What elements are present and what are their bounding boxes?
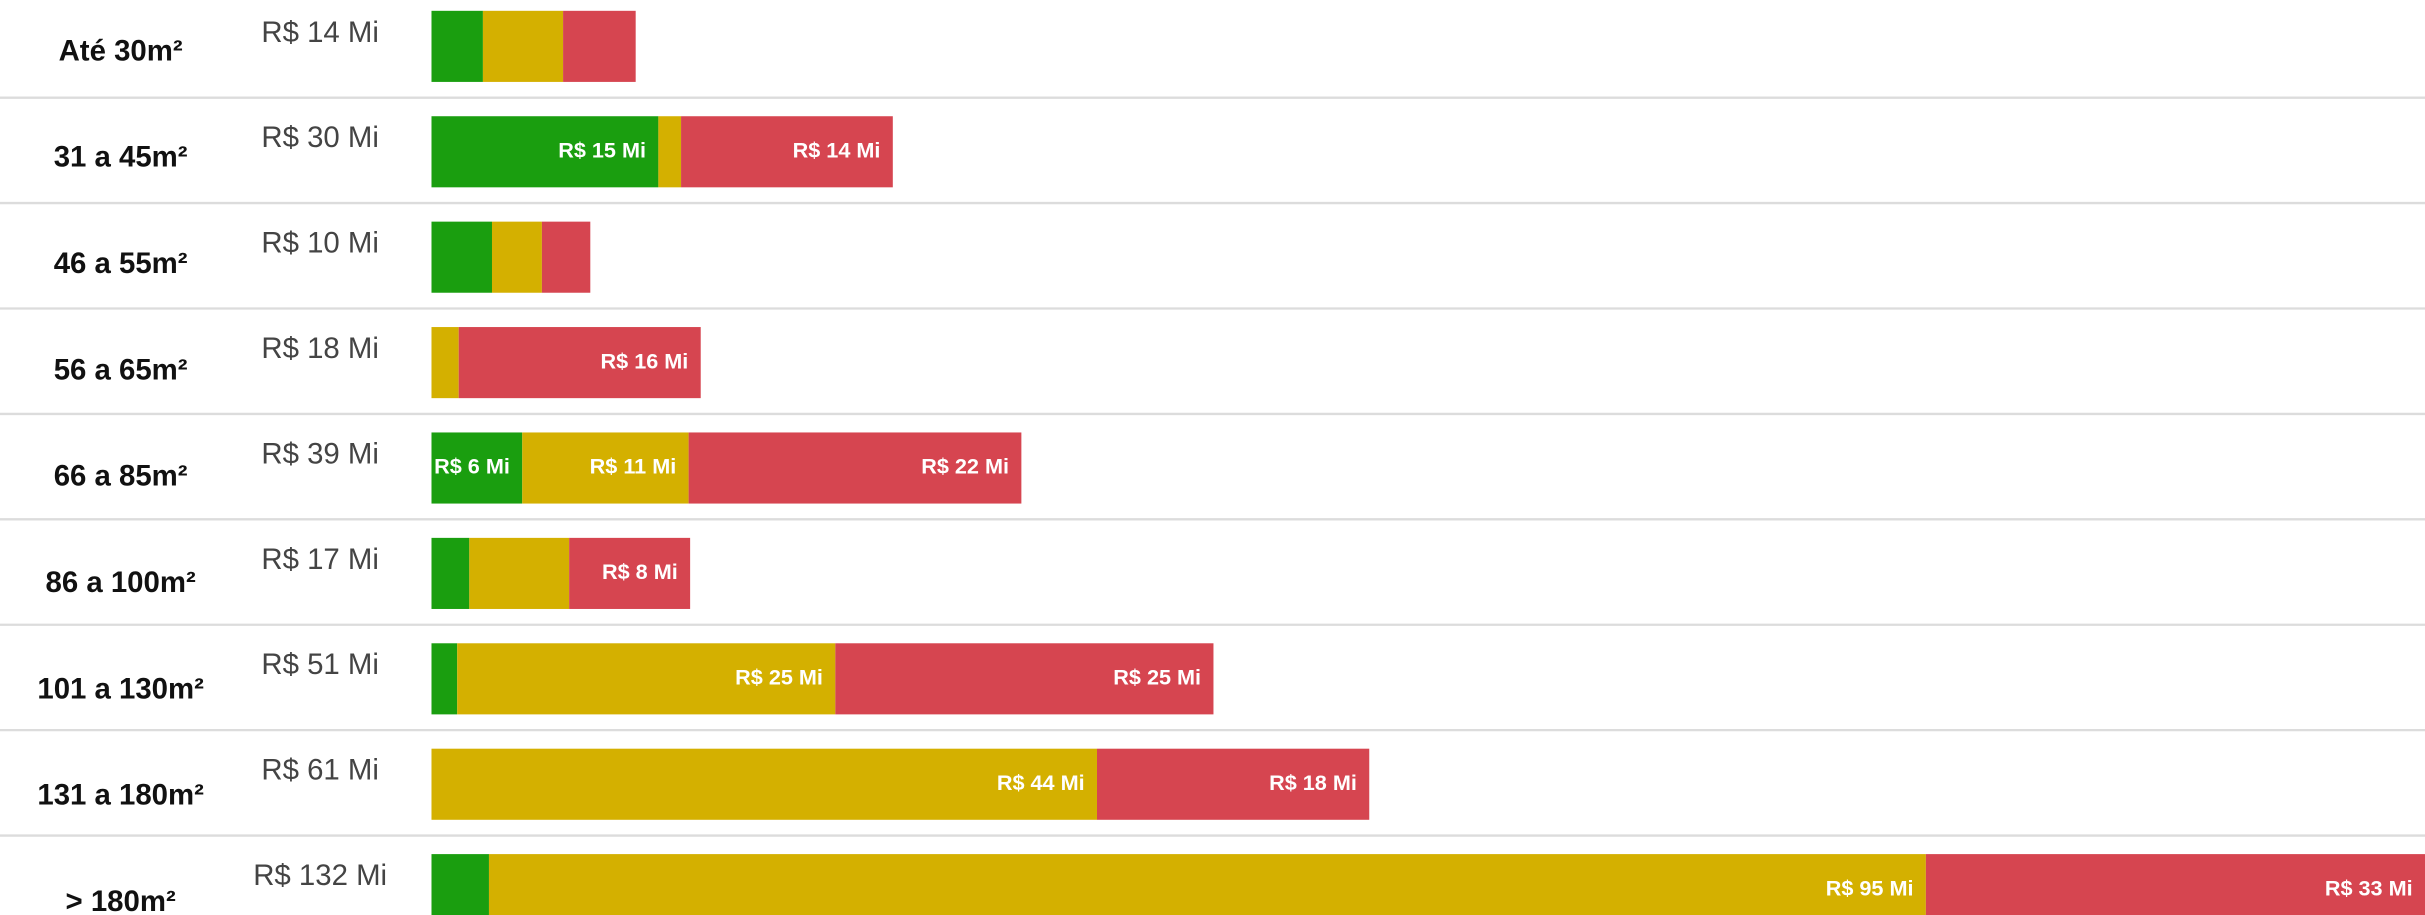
bar-segment [688, 432, 1022, 504]
bar-segment [569, 537, 691, 609]
bar-segment [681, 116, 893, 188]
total-label: R$ 10 Mi [261, 227, 379, 260]
bar-segment [563, 10, 636, 82]
total-label: R$ 39 Mi [261, 437, 379, 470]
bar-segment [431, 116, 659, 188]
bar-segment [431, 10, 483, 82]
total-label: R$ 51 Mi [261, 648, 379, 681]
total-label: R$ 17 Mi [261, 543, 379, 576]
total-label: R$ 132 Mi [253, 859, 387, 892]
bar-segment [469, 537, 570, 609]
bar-segment [658, 116, 682, 188]
segment-label: R$ 25 Mi [735, 665, 823, 690]
segment-label: R$ 18 Mi [1269, 770, 1357, 795]
category-label: > 180m² [66, 885, 176, 915]
bar-segment [835, 643, 1214, 715]
category-label: 101 a 130m² [37, 672, 204, 705]
bar-segment [541, 221, 591, 293]
bar-segment [1097, 748, 1370, 820]
segment-label: R$ 25 Mi [1113, 665, 1201, 690]
total-label: R$ 18 Mi [261, 332, 379, 365]
bar-segment [431, 537, 470, 609]
bar-segment [457, 643, 836, 715]
bar-segment [431, 854, 489, 915]
bar-segment [1925, 854, 2425, 915]
total-label: R$ 30 Mi [261, 121, 379, 154]
category-label: 86 a 100m² [46, 566, 196, 599]
bar-segment [431, 327, 459, 399]
segment-label: R$ 44 Mi [997, 770, 1085, 795]
segment-label: R$ 95 Mi [1826, 875, 1914, 900]
category-label: 131 a 180m² [37, 779, 204, 812]
bar-segment [482, 10, 564, 82]
total-label: R$ 14 Mi [261, 16, 379, 49]
segment-label: R$ 33 Mi [2325, 875, 2413, 900]
bar-segment [458, 327, 701, 399]
segment-label: R$ 6 Mi [434, 454, 510, 479]
segment-label: R$ 16 Mi [601, 348, 689, 373]
bar-segment [431, 643, 458, 715]
total-label: R$ 61 Mi [261, 754, 379, 787]
bar-segment [491, 221, 542, 293]
category-label: 31 a 45m² [54, 141, 188, 174]
bar-segment [431, 221, 492, 293]
bar-segment [522, 432, 689, 504]
segment-label: R$ 14 Mi [793, 138, 881, 163]
category-label: 46 a 55m² [54, 247, 188, 280]
category-label: 66 a 85m² [54, 460, 188, 493]
segment-label: R$ 22 Mi [921, 454, 1009, 479]
segment-label: R$ 11 Mi [590, 454, 677, 479]
bar-segment [431, 748, 1098, 820]
bar-segment [431, 432, 523, 504]
segment-label: R$ 15 Mi [558, 138, 646, 163]
bar-segment [488, 854, 1926, 915]
category-label: 56 a 65m² [54, 353, 188, 386]
segment-label: R$ 8 Mi [602, 559, 678, 584]
category-label: Até 30m² [59, 34, 183, 67]
